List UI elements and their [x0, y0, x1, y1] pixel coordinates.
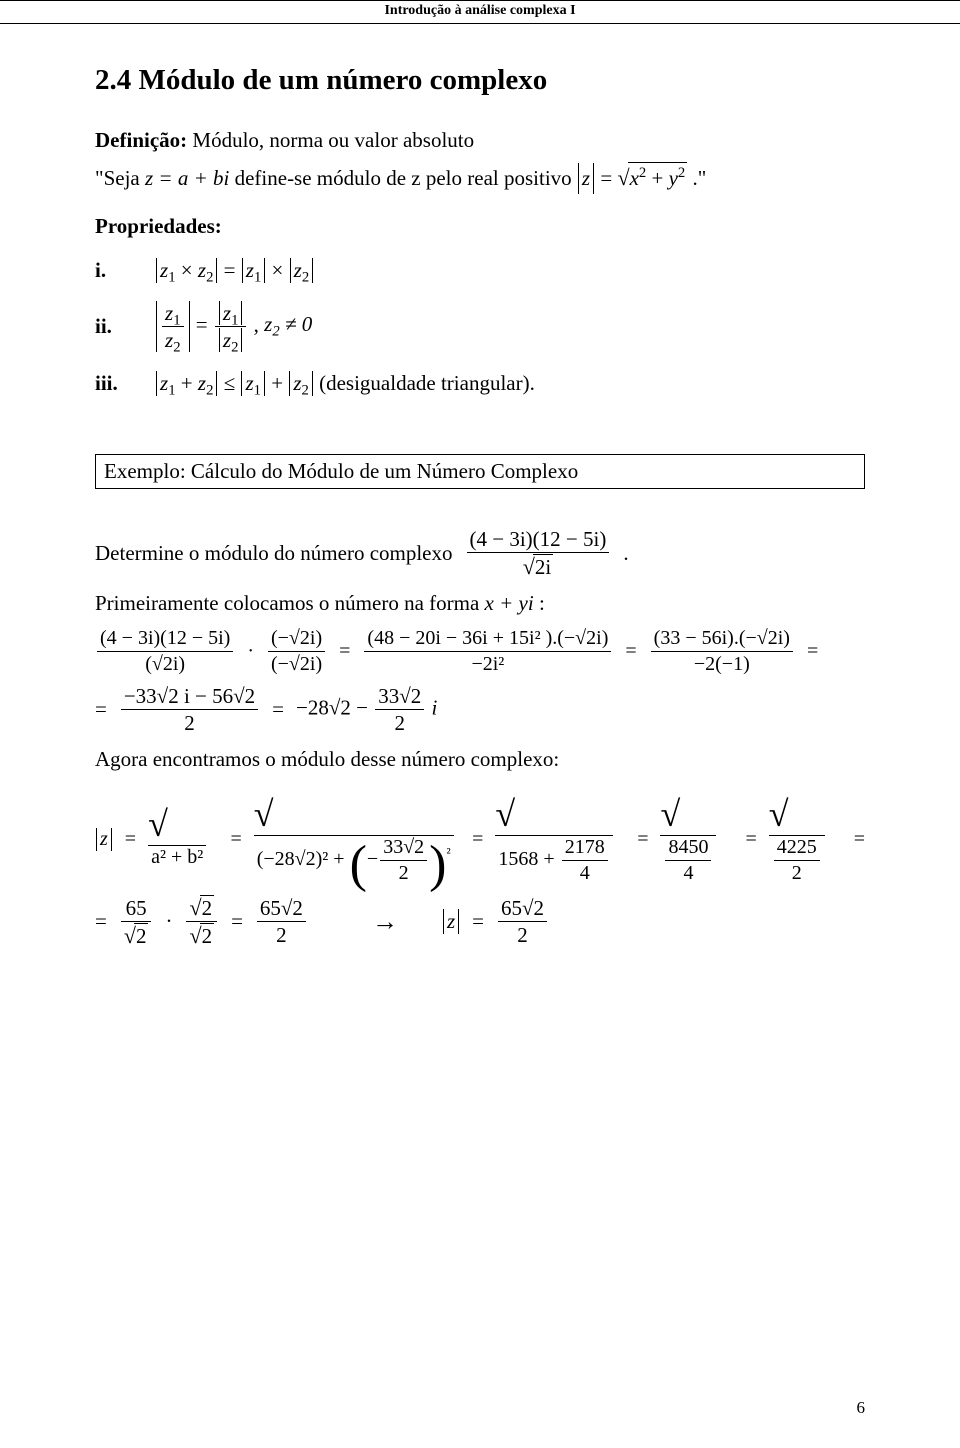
arrow: → [372, 907, 398, 937]
eq5: = [272, 697, 284, 722]
prop-ii-cond: z2 ≠ 0 [264, 312, 312, 336]
example-box: Exemplo: Cálculo do Módulo de um Número … [95, 454, 865, 489]
propriedades-head: Propriedades: [95, 214, 865, 239]
c2-rhs: −28√2 − 33√2 2 i [296, 684, 437, 735]
determine-period: . [623, 541, 628, 566]
prop-i: i. z1 × z2 = z1 × z2 [95, 245, 865, 295]
definition-line: Definição: Módulo, norma ou valor absolu… [95, 125, 865, 157]
chain-line-2: = −33√2 i − 56√2 2 = −28√2 − 33√2 2 i [95, 684, 865, 735]
eq4: = [95, 697, 107, 722]
c2-f1: −33√2 i − 56√2 2 [121, 684, 258, 735]
prop-ii: ii. z1z2 = z1z2 , z2 ≠ 0 [95, 301, 865, 352]
m2-f3: 65√2 2 [257, 896, 306, 947]
prop-i-numeral: i. [95, 258, 155, 283]
m-eq4: = [637, 828, 648, 851]
seja-close: ." [693, 166, 707, 190]
example-title: Exemplo: Cálculo do Módulo de um Número … [104, 459, 578, 483]
det-den: 2i [467, 553, 610, 579]
m2-eq3: = [472, 909, 484, 934]
mod-line-1: z = a² + b² = (−28√2)² + (−33√22)² = 156… [95, 793, 865, 885]
chain-line-1: (4 − 3i)(12 − 5i) (√2i) · (−√2i) (−√2i) … [95, 627, 865, 676]
prop-iii-math: z1 + z2 ≤ z1 + z2 (desigualdade triangul… [155, 371, 865, 396]
m2-f2: 2 2 [186, 895, 217, 949]
prop-ii-numeral: ii. [95, 314, 155, 339]
primeira-colon: : [539, 591, 545, 615]
c1-f2: (−√2i) (−√2i) [268, 627, 325, 676]
determine-frac: (4 − 3i)(12 − 5i) 2i [467, 527, 610, 579]
page-number: 6 [857, 1398, 866, 1418]
section-title: 2.4 Módulo de um número complexo [95, 64, 865, 97]
mod-z-2: z [96, 828, 112, 851]
seja-mid: define-se módulo de z pelo real positivo [235, 166, 577, 190]
m2-dot: · [165, 909, 172, 934]
running-head: Introdução à análise complexa I [0, 1, 960, 23]
m2-final: 65√2 2 [498, 896, 547, 947]
prop-ii-math: z1z2 = z1z2 , z2 ≠ 0 [155, 301, 865, 352]
definition-label: Definição: [95, 128, 187, 152]
m-sqrt-ab: a² + b² [148, 803, 218, 876]
prop-ii-comma: , [254, 312, 265, 336]
eq-sign: = [600, 166, 617, 190]
primeira-math: x + yi [485, 591, 534, 615]
m-eq6: = [854, 828, 865, 851]
eq2: = [625, 640, 636, 663]
mod-line-2: = 65 2 · 2 2 = 65√2 2 → z = 65√2 2 [95, 895, 865, 949]
final-mod-z: z [443, 909, 459, 934]
c1-f3: (48 − 20i − 36i + 15i² ).(−√2i) −2i² [364, 627, 611, 676]
eq1: = [339, 640, 350, 663]
prop-i-math: z1 × z2 = z1 × z2 [155, 258, 865, 283]
m-eq2: = [230, 828, 241, 851]
seja-prefix: "Seja [95, 166, 145, 190]
m-eq3: = [472, 828, 483, 851]
primeira-line: Primeiramente colocamos o número na form… [95, 588, 865, 620]
determine-line: Determine o módulo do número complexo (4… [95, 527, 865, 579]
determine-text: Determine o módulo do número complexo [95, 541, 453, 566]
seja-line: "Seja z = a + bi define-se módulo de z p… [95, 161, 865, 195]
det-num: (4 − 3i)(12 − 5i) [467, 527, 610, 553]
sqrt-x2y2: x2 + y2 [617, 161, 687, 195]
page: Introdução à análise complexa I 2.4 Módu… [0, 0, 960, 1448]
m-sqrt-8450: 84504 [660, 793, 733, 885]
prop-iii: iii. z1 + z2 ≤ z1 + z2 (desigualdade tri… [95, 358, 865, 408]
seja-math: z = a + bi [145, 166, 229, 190]
m-eq5: = [745, 828, 756, 851]
dot1: · [247, 640, 254, 663]
m2-eq2: = [231, 909, 243, 934]
definition-text: Módulo, norma ou valor absoluto [187, 128, 474, 152]
m-sqrt-expanded: (−28√2)² + (−33√22)² [254, 793, 460, 885]
mod-z: z [578, 163, 594, 195]
eq3: = [807, 640, 818, 663]
c1-f4: (33 − 56i).(−√2i) −2(−1) [651, 627, 793, 676]
m-sqrt-1568: 1568 + 21784 [495, 793, 625, 885]
m2-f1: 65 2 [121, 896, 152, 948]
m-sqrt-4225: 42252 [769, 793, 842, 885]
prop-list: i. z1 × z2 = z1 × z2 ii. z1z2 = z1z2 , z… [95, 245, 865, 408]
c1-f1: (4 − 3i)(12 − 5i) (√2i) [97, 627, 233, 676]
agora-line: Agora encontramos o módulo desse número … [95, 744, 865, 776]
primeira-text: Primeiramente colocamos o número na form… [95, 591, 485, 615]
m2-eq1: = [95, 909, 107, 934]
m-eq1: = [125, 828, 136, 851]
prop-iii-numeral: iii. [95, 371, 155, 396]
content-area: 2.4 Módulo de um número complexo Definiç… [0, 24, 960, 949]
prop-iii-tail: (desigualdade triangular). [319, 371, 535, 395]
